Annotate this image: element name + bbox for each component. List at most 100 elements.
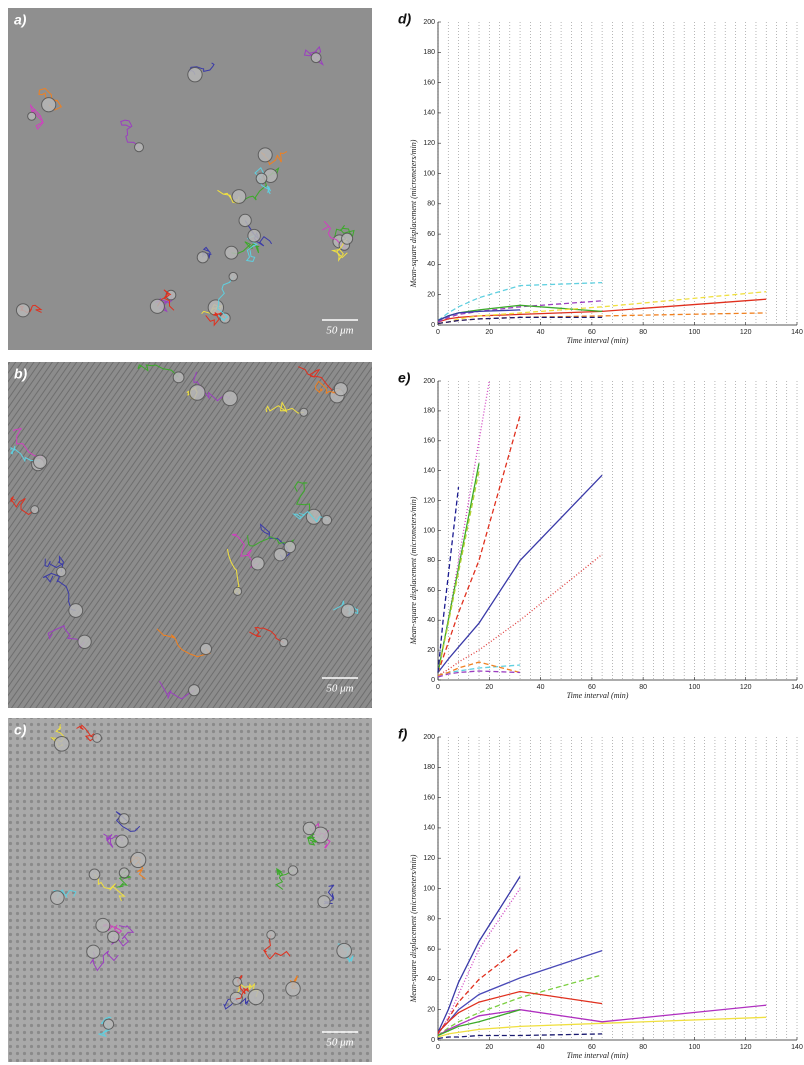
x-tick-label: 140 bbox=[791, 684, 803, 691]
panel-label: c) bbox=[14, 722, 27, 738]
x-tick-label: 0 bbox=[436, 329, 440, 336]
cell bbox=[232, 977, 242, 987]
cell bbox=[102, 1018, 115, 1030]
cell bbox=[53, 735, 70, 752]
x-tick-label: 0 bbox=[436, 684, 440, 691]
cell bbox=[189, 384, 206, 401]
y-tick-label: 160 bbox=[423, 79, 435, 86]
micrograph bbox=[8, 718, 372, 1062]
y-tick-label: 160 bbox=[423, 438, 435, 445]
cell bbox=[27, 111, 37, 121]
x-tick-label: 140 bbox=[791, 1044, 803, 1051]
x-tick-label: 80 bbox=[639, 329, 647, 336]
y-tick-label: 140 bbox=[423, 110, 435, 117]
x-tick-label: 20 bbox=[485, 1044, 493, 1051]
y-axis-label: Mean-square displacement (micrometers/mi… bbox=[409, 496, 418, 645]
cell bbox=[15, 303, 31, 318]
cell bbox=[341, 232, 354, 245]
cell bbox=[250, 556, 265, 571]
panel-label: e) bbox=[398, 370, 411, 386]
cell bbox=[247, 228, 261, 243]
x-tick-label: 100 bbox=[689, 1044, 701, 1051]
cell-track bbox=[156, 289, 175, 311]
x-tick-label: 40 bbox=[537, 684, 545, 691]
x-tick-label: 80 bbox=[639, 684, 647, 691]
cell bbox=[299, 407, 309, 417]
cell bbox=[257, 147, 273, 163]
y-tick-label: 60 bbox=[427, 231, 435, 238]
y-tick-label: 60 bbox=[427, 946, 435, 953]
x-tick-label: 120 bbox=[740, 1044, 752, 1051]
x-tick-label: 120 bbox=[740, 329, 752, 336]
cell bbox=[231, 189, 247, 204]
cell bbox=[30, 505, 40, 515]
cell-track bbox=[249, 626, 285, 644]
cell-track bbox=[44, 554, 64, 573]
cell-track bbox=[306, 828, 318, 846]
panel-label: d) bbox=[398, 11, 412, 27]
y-tick-label: 160 bbox=[423, 794, 435, 801]
y-tick-label: 20 bbox=[427, 1007, 435, 1014]
cell bbox=[165, 289, 177, 301]
cell bbox=[333, 382, 348, 397]
cell bbox=[134, 142, 144, 153]
cell bbox=[68, 603, 84, 618]
y-tick-label: 0 bbox=[431, 1037, 435, 1044]
cell-track bbox=[292, 510, 329, 523]
cell bbox=[302, 821, 317, 836]
cell-track bbox=[242, 167, 280, 202]
series-line bbox=[437, 553, 603, 677]
cell-track bbox=[137, 364, 179, 378]
cell-track bbox=[265, 401, 304, 414]
x-tick-label: 40 bbox=[537, 329, 545, 336]
cell bbox=[115, 834, 129, 848]
y-tick-label: 100 bbox=[423, 170, 435, 177]
cell-track bbox=[235, 975, 249, 1000]
cell bbox=[279, 637, 289, 648]
y-tick-label: 180 bbox=[423, 764, 435, 771]
y-tick-label: 120 bbox=[423, 497, 435, 504]
y-tick-label: 0 bbox=[431, 677, 435, 684]
y-tick-label: 180 bbox=[423, 408, 435, 415]
cell bbox=[266, 930, 276, 940]
x-axis-label: Time interval (min) bbox=[567, 691, 629, 700]
y-tick-label: 20 bbox=[427, 292, 435, 299]
cell bbox=[238, 213, 252, 228]
x-tick-label: 60 bbox=[588, 1044, 596, 1051]
panel-label: b) bbox=[14, 366, 28, 382]
x-tick-label: 120 bbox=[740, 684, 752, 691]
x-tick-label: 100 bbox=[689, 329, 701, 336]
cell bbox=[285, 981, 301, 997]
cell-track bbox=[226, 548, 241, 596]
scale-bar-label: 50 μm bbox=[326, 1037, 353, 1049]
x-axis-label: Time interval (min) bbox=[567, 336, 629, 345]
series-line bbox=[437, 380, 490, 673]
x-tick-label: 20 bbox=[485, 684, 493, 691]
cell-track bbox=[334, 224, 355, 242]
cell bbox=[224, 245, 239, 260]
cell bbox=[172, 371, 185, 384]
cell bbox=[321, 514, 333, 526]
y-tick-label: 80 bbox=[427, 557, 435, 564]
y-tick-label: 40 bbox=[427, 976, 435, 983]
cell bbox=[283, 540, 297, 554]
series-line bbox=[437, 463, 480, 673]
cell-track bbox=[245, 235, 259, 263]
cell bbox=[95, 917, 111, 933]
x-tick-label: 60 bbox=[588, 329, 596, 336]
cell-track bbox=[94, 874, 126, 902]
series-line bbox=[437, 474, 603, 673]
y-tick-label: 180 bbox=[423, 49, 435, 56]
cell-track bbox=[262, 934, 291, 960]
cell bbox=[50, 890, 65, 905]
cell-track bbox=[298, 366, 338, 397]
series-line bbox=[437, 470, 480, 673]
series-line bbox=[437, 1033, 603, 1040]
cell bbox=[92, 733, 102, 743]
micrograph bbox=[8, 8, 372, 350]
series-line bbox=[437, 888, 521, 1036]
y-tick-label: 80 bbox=[427, 201, 435, 208]
y-tick-label: 60 bbox=[427, 587, 435, 594]
x-tick-label: 60 bbox=[588, 684, 596, 691]
